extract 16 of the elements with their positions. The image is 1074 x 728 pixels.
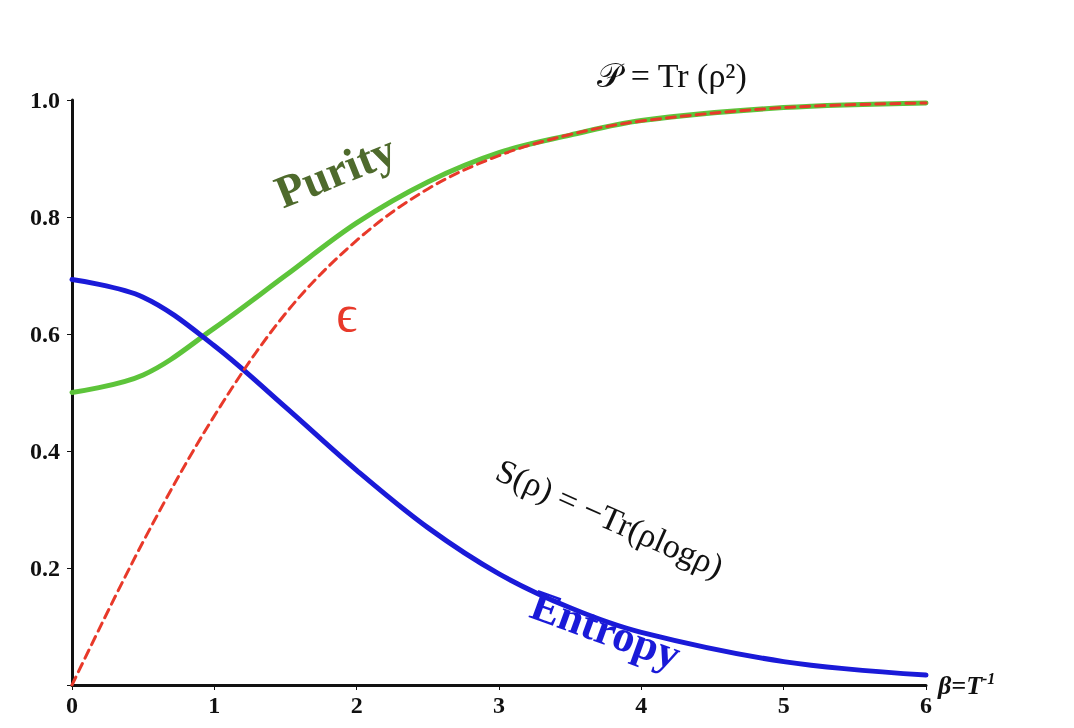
y-tick-label: 1.0 xyxy=(30,87,60,113)
x-tick-label: 0 xyxy=(66,692,78,718)
x-tick-label: 1 xyxy=(208,692,221,718)
x-tick-label: 3 xyxy=(493,692,505,718)
y-tick-label: 0.6 xyxy=(30,321,60,347)
x-tick-label: 5 xyxy=(777,692,790,718)
y-tick-label: 0.2 xyxy=(30,555,60,581)
y-tick-label: 0.4 xyxy=(30,438,60,464)
text: Purity xyxy=(267,123,403,218)
line-series xyxy=(70,101,928,687)
x-tick-label: 6 xyxy=(920,692,932,718)
text: 𝒫 = Tr (ρ²) xyxy=(597,56,747,95)
y-tick-label: 0.8 xyxy=(30,204,60,230)
x-tick-label: 4 xyxy=(635,692,648,718)
series-label: ϵ xyxy=(336,285,358,343)
x-tick-label: 2 xyxy=(350,692,363,718)
